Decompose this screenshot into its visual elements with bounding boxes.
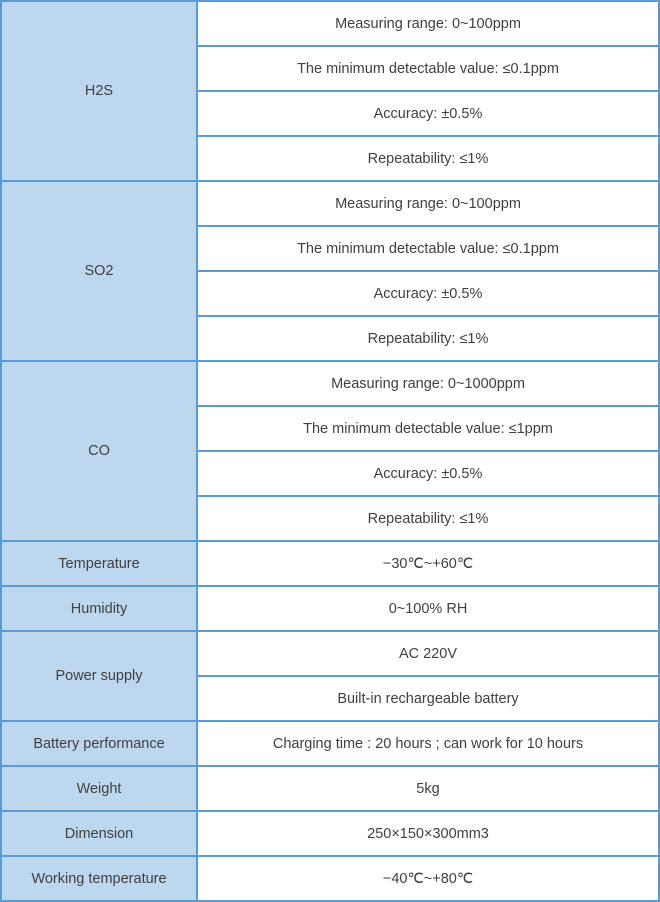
table-row: H2S Measuring range: 0~100ppm	[0, 0, 660, 182]
humidity-value: 0~100% RH	[196, 585, 660, 632]
battery-performance-value: Charging time : 20 hours ; can work for …	[196, 720, 660, 767]
table-row: Repeatability: ≤1%	[1, 315, 660, 362]
weight-value: 5kg	[196, 765, 660, 812]
table-row: Working temperature −40℃~+80℃	[0, 855, 660, 902]
spec-label-weight: Weight	[0, 765, 198, 812]
spec-label-dimension: Dimension	[0, 810, 198, 857]
table-row: Dimension 250×150×300mm3	[0, 810, 660, 857]
table-row: Weight 5kg	[0, 765, 660, 812]
table-row: Power supply AC 220V	[0, 630, 660, 722]
table-row: Accuracy: ±0.5%	[1, 450, 660, 497]
table-row: Battery performance Charging time : 20 h…	[0, 720, 660, 767]
h2s-minimum-detectable-value: The minimum detectable value: ≤0.1ppm	[196, 45, 660, 92]
spec-label-battery-performance: Battery performance	[0, 720, 198, 767]
so2-repeatability: Repeatability: ≤1%	[196, 315, 660, 362]
table-row: SO2 Measuring range: 0~100ppm	[0, 180, 660, 362]
spec-label-so2: SO2	[0, 180, 198, 362]
table-row: The minimum detectable value: ≤0.1ppm	[1, 225, 660, 272]
working-temperature-value: −40℃~+80℃	[196, 855, 660, 902]
spec-label-working-temperature: Working temperature	[0, 855, 198, 902]
table-row: The minimum detectable value: ≤0.1ppm	[1, 45, 660, 92]
h2s-accuracy: Accuracy: ±0.5%	[196, 90, 660, 137]
spec-label-h2s: H2S	[0, 0, 198, 182]
spec-label-humidity: Humidity	[0, 585, 198, 632]
temperature-value: −30℃~+60℃	[196, 540, 660, 587]
h2s-repeatability: Repeatability: ≤1%	[196, 135, 660, 182]
co-minimum-detectable-value: The minimum detectable value: ≤1ppm	[196, 405, 660, 452]
table-row: Built-in rechargeable battery	[1, 675, 660, 722]
spec-label-co: CO	[0, 360, 198, 542]
co-measuring-range: Measuring range: 0~1000ppm	[196, 360, 660, 407]
table-row: Repeatability: ≤1%	[1, 135, 660, 182]
dimension-value: 250×150×300mm3	[196, 810, 660, 857]
table-row: Repeatability: ≤1%	[1, 495, 660, 542]
table-row: Humidity 0~100% RH	[0, 585, 660, 632]
co-repeatability: Repeatability: ≤1%	[196, 495, 660, 542]
so2-minimum-detectable-value: The minimum detectable value: ≤0.1ppm	[196, 225, 660, 272]
table-row: Temperature −30℃~+60℃	[0, 540, 660, 587]
table-row: Accuracy: ±0.5%	[1, 90, 660, 137]
co-accuracy: Accuracy: ±0.5%	[196, 450, 660, 497]
power-supply-ac: AC 220V	[196, 630, 660, 677]
h2s-measuring-range: Measuring range: 0~100ppm	[196, 0, 660, 47]
table-row: CO Measuring range: 0~1000ppm	[0, 360, 660, 542]
spec-label-power-supply: Power supply	[0, 630, 198, 722]
so2-measuring-range: Measuring range: 0~100ppm	[196, 180, 660, 227]
table-row: The minimum detectable value: ≤1ppm	[1, 405, 660, 452]
spec-label-temperature: Temperature	[0, 540, 198, 587]
table-row: Accuracy: ±0.5%	[1, 270, 660, 317]
power-supply-battery: Built-in rechargeable battery	[196, 675, 660, 722]
so2-accuracy: Accuracy: ±0.5%	[196, 270, 660, 317]
